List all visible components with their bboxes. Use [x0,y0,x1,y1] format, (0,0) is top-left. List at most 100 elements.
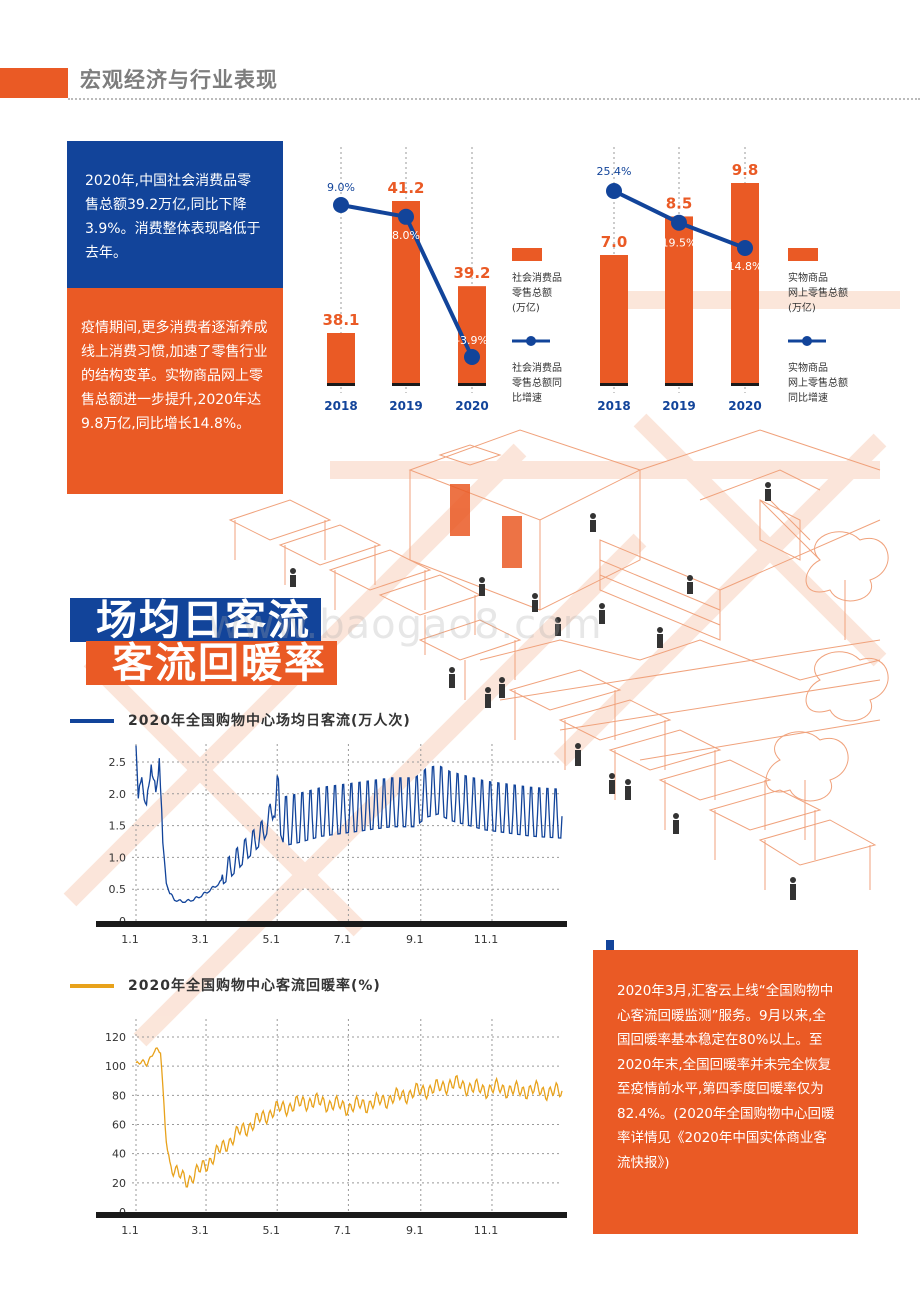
summary-box-online: 疫情期间,更多消费者逐渐养成线上消费习惯,加速了零售行业的结构变革。实物商品网上… [67,288,283,494]
growth-label-2018: 25.4% [597,165,632,178]
traffic-chart-title: 2020年全国购物中心场均日客流(万人次) [128,713,411,729]
recovery-legend-swatch [70,984,114,988]
summary-text-recovery: 2020年3月,汇客云上线“全国购物中心客流回暖监测”服务。9月以来,全国回暖率… [617,983,835,1171]
y-tick-label: 0.5 [109,883,127,896]
bar-value-label-2020: 39.2 [453,264,490,282]
y-tick-label: 80 [112,1089,126,1102]
growth-label-2019: 8.0% [392,229,420,242]
year-label-2020: 2020 [728,399,761,413]
legend-bar-text: 实物商品 [788,271,828,284]
year-label-2019: 2019 [662,399,695,413]
x-tick-label: 1.1 [121,1224,139,1237]
section-title-daily-traffic: 场均日客流 [70,598,321,642]
summary-text-online: 疫情期间,更多消费者逐渐养成线上消费习惯,加速了零售行业的结构变革。实物商品网上… [81,320,268,432]
x-axis-bar [96,921,567,927]
legend-line-text: 同比增速 [788,391,828,404]
growth-point-2019 [398,208,414,225]
growth-point-2018 [606,183,622,199]
legend-bar-text: (万亿) [512,301,540,314]
box-marker [606,940,614,956]
watermark-text: www.baogao8.com [208,602,603,648]
x-tick-label: 7.1 [334,933,352,946]
recovery-rate-line-chart: 0204060801001201.13.15.17.19.111.1 [96,1019,567,1237]
year-label-2018: 2018 [324,399,357,413]
legend-bar-text: 社会消费品 [512,271,562,284]
x-tick-label: 11.1 [474,933,499,946]
section-title-recovery-rate: 客流回暖率 [86,641,337,685]
y-tick-label: 2.5 [109,756,127,769]
y-tick-label: 60 [112,1119,126,1132]
x-tick-label: 5.1 [262,1224,280,1237]
bar-base-2020 [731,383,759,386]
traffic-chart-legend: 2020年全国购物中心场均日客流(万人次) [70,710,411,730]
page-title: 宏观经济与行业表现 [80,68,278,92]
y-tick-label: 2.0 [109,788,127,801]
bar-2018 [327,333,355,383]
header-accent-bar [0,68,68,98]
legend-line-text: 社会消费品 [512,361,562,374]
daily-traffic-line-chart: 00.51.01.52.02.51.13.15.17.19.111.1 [96,744,567,946]
legend-bar-swatch [512,248,542,261]
x-tick-label: 5.1 [262,933,280,946]
growth-point-2020 [464,349,480,365]
bar-base-2019 [665,383,693,386]
growth-point-2019 [671,214,687,231]
recovery-chart-legend: 2020年全国购物中心客流回暖率(%) [70,975,381,995]
recovery-chart-title: 2020年全国购物中心客流回暖率(%) [128,978,381,994]
bar-2018 [600,255,628,383]
x-tick-label: 7.1 [334,1224,352,1237]
online-sales-combo-chart: 7.0 2018 8.5 2019 9.8 2020 25.4% 19.5% 14.8% 实物商品… [597,147,848,413]
bar-base-2018 [327,383,355,386]
year-label-2018: 2018 [597,399,630,413]
y-tick-label: 120 [105,1031,126,1044]
growth-point-2020 [737,240,753,256]
bar-value-label-2018: 38.1 [322,311,359,329]
growth-label-2020: -3.9% [456,334,488,347]
growth-label-2019: 19.5% [662,237,697,250]
bar-base-2019 [392,383,420,386]
x-tick-label: 1.1 [121,933,139,946]
bar-base-2020 [458,383,486,386]
y-tick-label: 100 [105,1060,126,1073]
growth-point-2018 [333,197,349,213]
legend-line-text: 实物商品 [788,361,828,374]
bar-2019 [665,216,693,383]
legend-bar-text: (万亿) [788,301,816,314]
bar-value-label-2019: 41.2 [387,179,424,197]
bar-value-label-2020: 9.8 [732,161,759,179]
bar-value-label-2019: 8.5 [666,194,693,212]
x-tick-label: 9.1 [406,1224,424,1237]
bar-2019 [392,201,420,383]
retail-sales-combo-chart: 38.1 2018 41.2 2019 39.2 2020 9.0% 8.0% -3.9% 社会消… [322,147,562,413]
header-divider [68,98,920,100]
summary-box-retail: 2020年,中国社会消费品零售总额39.2万亿,同比下降3.9%。消费整体表现略… [67,141,283,288]
series-line-场均日客流 [135,745,563,903]
legend-bar-swatch [788,248,818,261]
legend-bar-text: 网上零售总额 [788,286,848,299]
y-tick-label: 1.5 [109,820,127,833]
legend-line-text: 比增速 [512,391,542,404]
bar-base-2018 [600,383,628,386]
legend-line-text: 网上零售总额 [788,376,848,389]
x-axis-bar [96,1212,567,1218]
y-tick-label: 40 [112,1148,126,1161]
series-line-客流回暖率 [135,1047,563,1188]
x-tick-label: 11.1 [474,1224,499,1237]
summary-box-recovery: 2020年3月,汇客云上线“全国购物中心客流回暖监测”服务。9月以来,全国回暖率… [593,950,858,1234]
growth-label-2020: 14.8% [728,260,763,273]
year-label-2019: 2019 [389,399,422,413]
growth-label-2018: 9.0% [327,181,355,194]
x-tick-label: 9.1 [406,933,424,946]
bar-value-label-2018: 7.0 [601,233,628,251]
y-tick-label: 1.0 [109,851,127,864]
legend-line-marker [802,336,812,346]
year-label-2020: 2020 [455,399,488,413]
y-tick-label: 20 [112,1177,126,1190]
bar-2020 [731,183,759,383]
traffic-legend-swatch [70,719,114,723]
legend-line-text: 零售总额同 [512,376,562,389]
x-tick-label: 3.1 [191,933,209,946]
legend-line-marker [526,336,536,346]
legend-bar-text: 零售总额 [512,286,552,299]
x-tick-label: 3.1 [191,1224,209,1237]
